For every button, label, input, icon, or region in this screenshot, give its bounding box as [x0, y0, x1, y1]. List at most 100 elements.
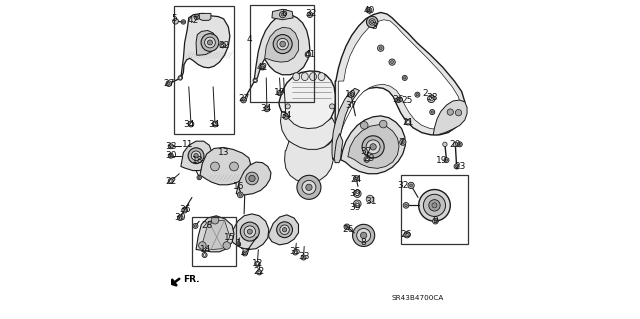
Polygon shape	[339, 20, 461, 144]
Circle shape	[258, 271, 260, 274]
Circle shape	[404, 232, 410, 238]
Circle shape	[244, 226, 255, 237]
Circle shape	[366, 140, 380, 154]
Text: 26: 26	[401, 230, 412, 239]
Polygon shape	[202, 220, 230, 250]
Circle shape	[280, 41, 285, 47]
Circle shape	[188, 148, 204, 164]
Circle shape	[406, 121, 410, 124]
Circle shape	[380, 120, 387, 128]
Bar	[250, 5, 314, 102]
Circle shape	[173, 19, 179, 24]
Text: 40: 40	[364, 6, 374, 15]
Text: 30: 30	[175, 212, 186, 222]
Text: 33: 33	[165, 142, 177, 151]
Polygon shape	[181, 141, 212, 171]
Circle shape	[378, 45, 384, 51]
Ellipse shape	[293, 73, 300, 81]
Circle shape	[306, 184, 312, 190]
Circle shape	[281, 13, 284, 16]
Circle shape	[297, 175, 321, 199]
Text: 22: 22	[165, 176, 177, 186]
Circle shape	[302, 256, 305, 259]
Circle shape	[266, 107, 268, 110]
Polygon shape	[279, 71, 335, 131]
Text: 19: 19	[436, 156, 447, 165]
Text: 3: 3	[371, 22, 377, 31]
Text: 27: 27	[163, 79, 175, 88]
Circle shape	[447, 109, 454, 115]
Circle shape	[177, 215, 183, 220]
Polygon shape	[196, 31, 216, 55]
Circle shape	[443, 142, 447, 146]
Circle shape	[239, 194, 241, 196]
Circle shape	[302, 180, 316, 194]
Circle shape	[284, 115, 287, 118]
Circle shape	[205, 37, 215, 48]
Circle shape	[367, 16, 378, 28]
Circle shape	[400, 139, 406, 145]
Text: 21: 21	[402, 118, 413, 127]
Text: 24: 24	[351, 174, 362, 184]
Circle shape	[277, 38, 289, 50]
Text: SR43B4700CA: SR43B4700CA	[391, 295, 444, 301]
Circle shape	[168, 82, 170, 85]
Text: 12: 12	[252, 259, 263, 268]
Circle shape	[419, 189, 451, 221]
Circle shape	[168, 178, 173, 183]
Circle shape	[433, 218, 438, 224]
Text: 32: 32	[218, 41, 229, 49]
Text: 37: 37	[360, 147, 372, 156]
Circle shape	[355, 192, 359, 196]
Text: 25: 25	[401, 97, 413, 106]
Polygon shape	[236, 162, 271, 195]
Circle shape	[455, 109, 461, 116]
Circle shape	[223, 242, 230, 249]
Text: 4: 4	[247, 35, 253, 44]
Circle shape	[249, 175, 255, 182]
Polygon shape	[335, 12, 465, 154]
Circle shape	[431, 111, 433, 113]
Text: 41: 41	[304, 50, 316, 59]
Circle shape	[264, 106, 269, 112]
Circle shape	[240, 222, 259, 241]
Circle shape	[307, 12, 313, 18]
Circle shape	[355, 202, 359, 206]
Circle shape	[276, 222, 292, 238]
Circle shape	[405, 119, 411, 125]
Bar	[174, 6, 234, 134]
Text: 16: 16	[233, 182, 244, 191]
Circle shape	[168, 144, 173, 149]
Circle shape	[285, 104, 291, 109]
Circle shape	[301, 255, 306, 260]
Circle shape	[166, 81, 172, 86]
Circle shape	[198, 242, 206, 249]
Text: 27: 27	[239, 94, 250, 103]
Text: 20: 20	[450, 140, 461, 149]
Text: 29: 29	[364, 154, 374, 163]
Circle shape	[307, 53, 310, 56]
Circle shape	[170, 145, 172, 147]
Polygon shape	[200, 147, 250, 185]
Circle shape	[273, 34, 292, 54]
Polygon shape	[348, 125, 399, 168]
Circle shape	[432, 203, 437, 208]
Polygon shape	[332, 88, 360, 160]
Circle shape	[196, 16, 198, 18]
Polygon shape	[181, 13, 230, 77]
Circle shape	[242, 99, 244, 101]
Text: 31: 31	[365, 197, 377, 206]
Circle shape	[380, 47, 382, 50]
Circle shape	[416, 93, 419, 96]
Circle shape	[260, 64, 266, 70]
Circle shape	[429, 97, 433, 101]
Text: 10: 10	[345, 90, 356, 99]
Text: 42: 42	[257, 63, 268, 72]
Text: 33: 33	[298, 252, 309, 261]
Circle shape	[220, 42, 225, 48]
Circle shape	[236, 242, 241, 246]
Circle shape	[254, 79, 257, 82]
Circle shape	[360, 122, 368, 129]
Polygon shape	[199, 13, 211, 20]
Circle shape	[197, 175, 202, 180]
